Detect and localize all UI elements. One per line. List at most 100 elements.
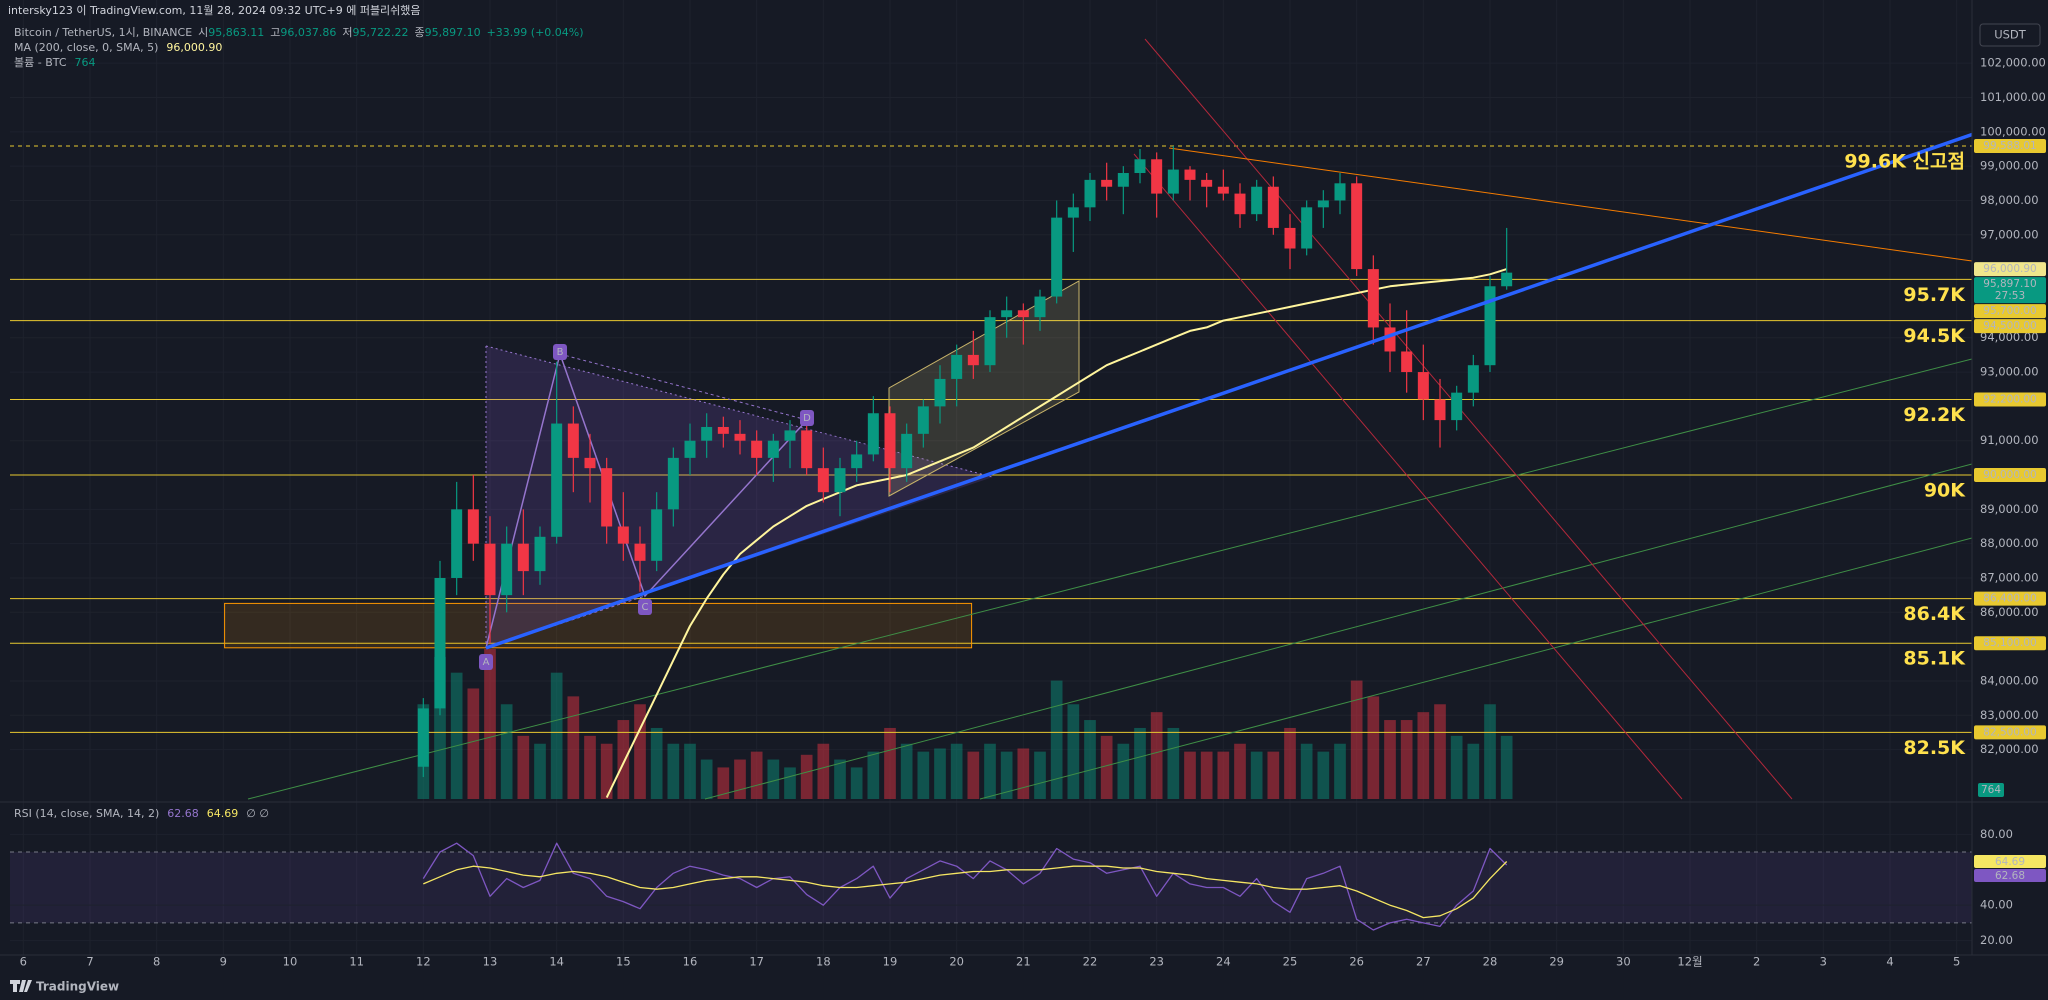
x-tick-label: 30 <box>1616 955 1631 969</box>
candle-body <box>1351 183 1363 270</box>
blue-trendline <box>485 132 1972 650</box>
candle-body <box>1401 351 1413 373</box>
candle-body <box>1151 159 1163 194</box>
level-tag-text: 86,400.00 <box>1983 593 2036 605</box>
rsi-band <box>10 852 1972 923</box>
volume-bar <box>784 767 796 799</box>
candle-body <box>867 413 879 455</box>
resistance-line <box>1168 147 1972 262</box>
currency[interactable]: USDT <box>1994 28 2027 42</box>
currency-box[interactable] <box>1979 23 2041 47</box>
x-tick-label: 3 <box>1820 955 1827 969</box>
pattern-point: D <box>803 413 811 424</box>
candle-body <box>1384 327 1396 352</box>
legend-key: 저 <box>342 26 352 39</box>
x-tick-label: 20 <box>949 955 964 969</box>
candle-body <box>951 354 963 379</box>
axis-tag <box>1974 854 2046 868</box>
volume-bar <box>950 743 963 799</box>
axis-tag <box>1974 304 2046 319</box>
volume-bar <box>484 649 496 799</box>
candle-body <box>584 457 596 469</box>
axis-tag <box>1974 636 2046 651</box>
level-note: 85.1K <box>1903 648 1966 670</box>
candle-body <box>901 433 913 469</box>
candle-body <box>1134 159 1146 174</box>
volume-bar <box>1184 751 1196 799</box>
x-tick-label: 17 <box>749 955 764 969</box>
axis-tag <box>1974 868 2046 882</box>
volume-bar <box>1367 696 1380 799</box>
x-tick-label: 9 <box>220 955 227 969</box>
volume-bar <box>567 696 580 799</box>
volume-bar <box>517 735 530 799</box>
candle-body <box>634 543 646 561</box>
level-tag-text: 82,500.00 <box>1983 726 2036 738</box>
rsi-ma-line <box>423 861 1508 919</box>
legend-value: 95,722.22 <box>353 26 409 39</box>
level-note: 95.7K <box>1903 284 1966 306</box>
volume-bar <box>1250 751 1263 799</box>
rsi-tick-label: 20.00 <box>1980 933 2013 947</box>
candle-body <box>967 354 979 366</box>
volume-bar <box>1200 751 1213 799</box>
volume-bar <box>1434 704 1446 799</box>
candle-body <box>884 413 896 469</box>
candle-body <box>784 430 796 441</box>
candle-body <box>1117 173 1129 187</box>
candle-body <box>501 543 513 596</box>
y-tick-label: 91,000.00 <box>1980 433 2039 447</box>
candle-body <box>1067 207 1079 218</box>
legend-rsi: RSI (14, close, SMA, 14, 2) 62.68 64.69 ∅ ∅ <box>14 807 269 820</box>
candle-body <box>684 440 696 458</box>
candle-body <box>1317 200 1329 208</box>
x-tick-label: 24 <box>1216 955 1231 969</box>
candle-layer <box>417 145 1513 778</box>
candle-body <box>1334 183 1346 201</box>
candle-body <box>1484 286 1496 366</box>
pattern-badge <box>800 410 814 426</box>
candle-body <box>451 509 463 578</box>
candle-body <box>801 430 813 469</box>
y-tick-label: 83,000.00 <box>1980 708 2039 722</box>
volume-bar <box>617 720 630 799</box>
volume-bar <box>1084 720 1096 799</box>
x-tick-label: 13 <box>483 955 498 969</box>
x-tick-label: 28 <box>1483 955 1498 969</box>
candle-body <box>417 708 429 767</box>
candle-body <box>984 317 996 366</box>
y-tick-label: 101,000.00 <box>1980 90 2046 104</box>
candle-body <box>1417 372 1429 400</box>
x-tick-label: 7 <box>86 955 93 969</box>
candle-body <box>1267 186 1279 228</box>
volume-layer <box>417 649 1513 799</box>
candle-body <box>617 526 629 544</box>
volume-bar <box>1334 743 1346 799</box>
rsi-value: 62.68 <box>167 807 199 820</box>
x-tick-label: 11 <box>349 955 364 969</box>
volume-bar <box>767 759 780 799</box>
volume-bar <box>450 672 463 799</box>
candle-body <box>734 433 746 441</box>
value-tag-text: 99,588.01 <box>1983 140 2036 152</box>
candle-body <box>1234 193 1246 215</box>
ma-tag-text: 96,000.90 <box>1983 263 2036 275</box>
rsi-layer <box>10 833 1972 942</box>
x-tick-label: 26 <box>1349 955 1364 969</box>
level-note: 82.5K <box>1903 737 1966 759</box>
price-tag-text: 95,897.10 <box>1983 278 2036 290</box>
x-tick-label: 16 <box>683 955 698 969</box>
volume-bar <box>667 743 680 799</box>
volume-bar <box>534 743 546 799</box>
y-tick-label: 102,000.00 <box>1980 56 2046 70</box>
volume-bar <box>1050 680 1063 799</box>
volume-bar <box>984 743 996 799</box>
volume-bar <box>434 656 446 799</box>
candle-body <box>467 509 479 544</box>
candle-body <box>1001 310 1013 318</box>
level-note: 86.4K <box>1903 603 1966 625</box>
volume-bar <box>1484 704 1496 799</box>
volume-bar <box>1000 751 1013 799</box>
volume-bar <box>584 735 596 799</box>
